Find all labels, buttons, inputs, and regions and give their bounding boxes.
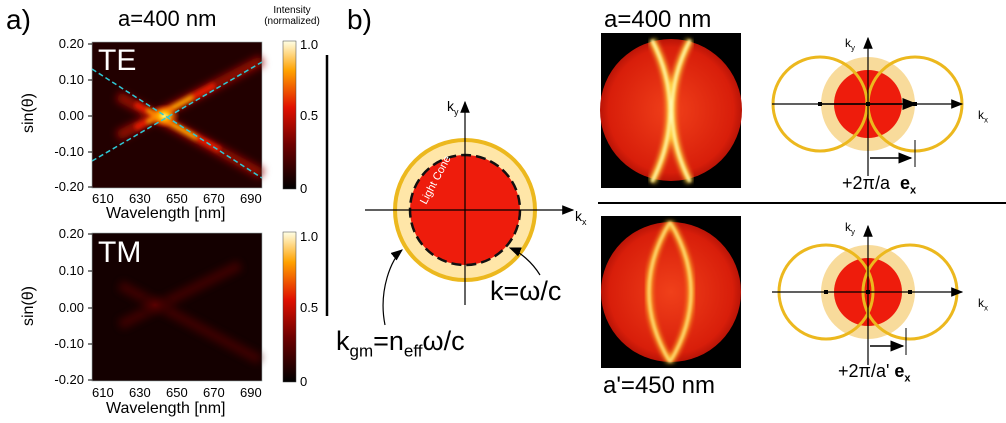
top-shift-label: +2π/a ex xyxy=(842,173,917,197)
tm-colorbar xyxy=(282,231,297,383)
te-ytick-4: -0.20 xyxy=(54,179,84,194)
panel-a-letter: a) xyxy=(6,4,31,35)
tm-ytick-1: 0.10 xyxy=(58,263,84,278)
te-colorbar xyxy=(282,40,297,190)
te-cb-tick-mid: 0.5 xyxy=(300,108,319,123)
bottom-shift-label: +2π/a' ex xyxy=(838,361,911,385)
panel-b-diagram: Light Cone xyxy=(365,33,1006,368)
colorbar-title-line2: (normalized) xyxy=(264,16,320,27)
tm-y-axis-label: sin(θ) xyxy=(20,286,37,327)
te-xtick-3: 670 xyxy=(203,191,225,206)
top-ky-label: ky xyxy=(845,36,855,53)
bottom-lattice-label: a'=450 nm xyxy=(603,372,715,399)
tm-plot xyxy=(88,232,263,382)
tm-ytick-0: 0.20 xyxy=(58,226,84,241)
tm-cb-tick-min: 0 xyxy=(300,374,308,389)
te-light-line-2 xyxy=(91,68,263,179)
top-zone-diagram xyxy=(771,36,964,176)
k-space-diagram: Light Cone xyxy=(365,100,575,326)
te-label: TE xyxy=(98,44,137,77)
panel-b-letter: b) xyxy=(347,4,372,35)
bottom-zone-diagram xyxy=(772,224,964,365)
tm-x-axis-label: Wavelength [nm] xyxy=(106,400,226,417)
te-x-axis-label: Wavelength [nm] xyxy=(106,205,226,222)
kgm-arrow xyxy=(382,249,403,326)
kx-label: kx xyxy=(575,208,587,227)
tm-xtick-4: 690 xyxy=(240,385,262,400)
tm-xtick-0: 610 xyxy=(92,385,114,400)
te-ytick-0: 0.20 xyxy=(58,36,84,51)
panel-a-title: a=400 nm xyxy=(118,6,217,31)
te-ytick-3: -0.10 xyxy=(54,144,84,159)
te-cb-tick-min: 0 xyxy=(300,181,308,196)
tm-xtick-1: 630 xyxy=(129,385,151,400)
tm-ytick-2: 0.00 xyxy=(58,300,84,315)
top-lattice-label: a=400 nm xyxy=(604,6,712,33)
tm-ytick-3: -0.10 xyxy=(54,336,84,351)
colorbar-title-line1: Intensity xyxy=(273,5,311,16)
k-omega-label: k=ω/c xyxy=(490,276,562,306)
tm-cb-tick-max: 1.0 xyxy=(300,229,319,244)
te-xtick-0: 610 xyxy=(92,191,114,206)
top-camera-image xyxy=(600,33,742,188)
te-xtick-1: 630 xyxy=(129,191,151,206)
te-plot xyxy=(88,41,265,189)
te-ytick-2: 0.00 xyxy=(58,108,84,123)
ky-label: ky xyxy=(447,98,459,117)
colorbar-title: Intensity (normalized) xyxy=(262,5,322,27)
bottom-camera-image xyxy=(601,216,741,368)
top-kx-label: kx xyxy=(978,108,988,125)
tm-xtick-3: 670 xyxy=(203,385,225,400)
te-y-axis-label: sin(θ) xyxy=(20,93,37,134)
kgm-label: kgm=neffω/c xyxy=(336,326,465,361)
te-cb-tick-max: 1.0 xyxy=(300,37,319,52)
tm-label: TM xyxy=(98,236,142,269)
te-xtick-4: 690 xyxy=(240,191,262,206)
bottom-ky-label: ky xyxy=(845,220,855,237)
tm-ytick-4: -0.20 xyxy=(54,372,84,387)
bottom-kx-label: kx xyxy=(978,296,988,313)
te-xtick-2: 650 xyxy=(166,191,188,206)
k-omega-arrow xyxy=(508,247,541,276)
te-ytick-1: 0.10 xyxy=(58,72,84,87)
panel-a-plots xyxy=(88,40,329,383)
tm-cb-tick-mid: 0.5 xyxy=(300,300,319,315)
te-light-line-1 xyxy=(91,61,263,162)
tm-plot-background xyxy=(92,233,262,381)
tm-xtick-2: 650 xyxy=(166,385,188,400)
